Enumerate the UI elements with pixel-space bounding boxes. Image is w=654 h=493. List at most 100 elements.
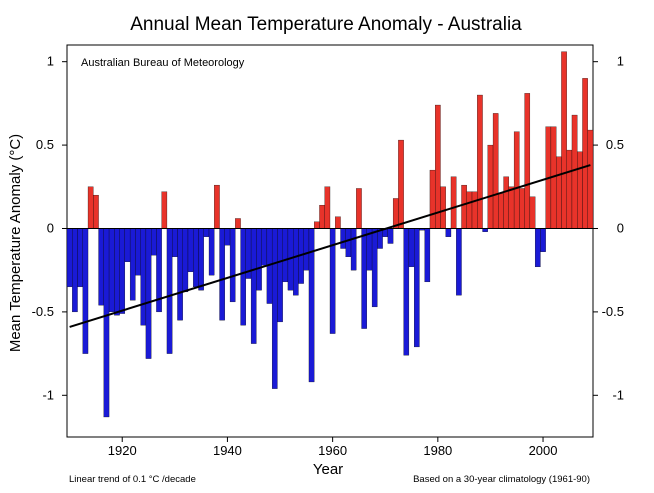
bar-1945 (250, 228, 257, 344)
bar-1941 (229, 228, 236, 303)
bar-1964 (350, 228, 357, 271)
bar-1938 (214, 184, 220, 229)
bar-1910 (66, 228, 73, 288)
bar-2004 (561, 51, 567, 229)
y-tick-label-right: 0.5 (606, 137, 624, 152)
bar-1953 (293, 228, 299, 296)
bar-1950 (277, 228, 283, 323)
bar-1992 (498, 193, 504, 229)
bar-1911 (72, 228, 78, 313)
bar-1943 (240, 228, 246, 326)
y-axis-label: Mean Temperature Anomaly (°C) (7, 134, 24, 352)
y-tick-label-right: -1 (612, 387, 624, 402)
bar-1947 (261, 228, 268, 266)
bar-1963 (345, 228, 352, 258)
bar-2008 (582, 78, 588, 229)
bar-2000 (540, 228, 546, 252)
bar-1921 (124, 228, 131, 263)
bar-1940 (224, 228, 231, 246)
y-tick-label-left: 0 (47, 220, 54, 235)
source-label: Australian Bureau of Meteorology (81, 57, 245, 69)
bar-1939 (219, 228, 225, 321)
bar-2003 (556, 156, 562, 229)
bar-1946 (256, 228, 262, 291)
bar-1996 (519, 188, 525, 229)
x-tick-label-1960: 1960 (318, 443, 347, 458)
bar-1918 (108, 228, 115, 313)
axis-ticks: -1 -1 -0.5 -0.5 0 0 0.5 0.5 1 1 1920 1940 1960 1980 20… (32, 54, 624, 458)
bar-1915 (93, 194, 99, 229)
bar-1936 (203, 228, 210, 237)
bar-1920 (119, 228, 126, 314)
bar-1937 (208, 228, 215, 276)
bar-1935 (198, 228, 204, 291)
bar-1999 (534, 228, 541, 268)
bar-2006 (571, 114, 578, 229)
bar-1959 (324, 186, 331, 229)
bar-1949 (271, 228, 278, 389)
bar-1983 (450, 176, 457, 229)
bar-1917 (103, 228, 110, 418)
bar-1989 (482, 228, 488, 232)
bar-1962 (340, 228, 346, 249)
bar-1979 (429, 169, 436, 229)
bar-1971 (387, 228, 394, 244)
bar-2009 (587, 129, 594, 229)
bar-1957 (314, 221, 320, 229)
bar-2005 (566, 149, 573, 229)
bar-1986 (466, 191, 473, 229)
bar-1924 (140, 228, 147, 326)
bar-1931 (177, 228, 183, 321)
bar-1965 (356, 188, 362, 229)
bar-1990 (487, 144, 494, 229)
bar-1934 (193, 228, 199, 288)
bar-1988 (477, 94, 483, 229)
y-tick-label-right: -0.5 (602, 304, 624, 319)
bar-1991 (492, 113, 499, 229)
bar-1961 (335, 216, 341, 229)
bar-1928 (161, 191, 168, 229)
bar-1926 (151, 228, 157, 256)
chart-title: Annual Mean Temperature Anomaly - Austra… (130, 14, 522, 35)
x-tick-label-1920: 1920 (108, 443, 137, 458)
bar-1929 (166, 228, 173, 354)
bar-1978 (424, 228, 431, 283)
bar-1982 (445, 228, 452, 237)
bar-1930 (172, 228, 178, 258)
bar-1925 (145, 228, 152, 359)
bar-1994 (508, 186, 515, 229)
bar-1919 (114, 228, 120, 316)
y-tick-label-right: 1 (617, 54, 624, 69)
bar-2007 (577, 151, 583, 229)
x-axis-label: Year (313, 461, 343, 478)
bar-1973 (398, 139, 404, 229)
bars-group (66, 51, 594, 418)
x-tick-label-1980: 1980 (423, 443, 452, 458)
bar-1985 (461, 184, 467, 229)
x-tick-label-1940: 1940 (213, 443, 242, 458)
bar-1932 (182, 228, 189, 293)
bar-1968 (371, 228, 378, 308)
trend-line (69, 164, 591, 328)
y-tick-label-left: -1 (42, 387, 54, 402)
y-tick-label-left: -0.5 (32, 304, 54, 319)
bar-1966 (361, 228, 367, 329)
bar-1980 (435, 104, 441, 229)
bar-1933 (187, 228, 194, 273)
x-tick-label-2000: 2000 (529, 443, 558, 458)
y-tick-label-left: 0.5 (36, 137, 54, 152)
bar-1984 (456, 228, 462, 296)
bar-1993 (503, 176, 509, 229)
bar-1923 (135, 228, 141, 276)
y-tick-label-right: 0 (617, 220, 624, 235)
bar-1914 (87, 186, 94, 229)
y-tick-label-left: 1 (47, 54, 54, 69)
bar-1913 (82, 228, 89, 354)
bar-1987 (471, 191, 478, 229)
bar-1955 (303, 228, 310, 271)
bar-1951 (282, 228, 289, 283)
bar-1922 (129, 228, 136, 301)
bar-1942 (235, 218, 241, 229)
footnote-trend: Linear trend of 0.1 °C /decade (69, 474, 196, 485)
